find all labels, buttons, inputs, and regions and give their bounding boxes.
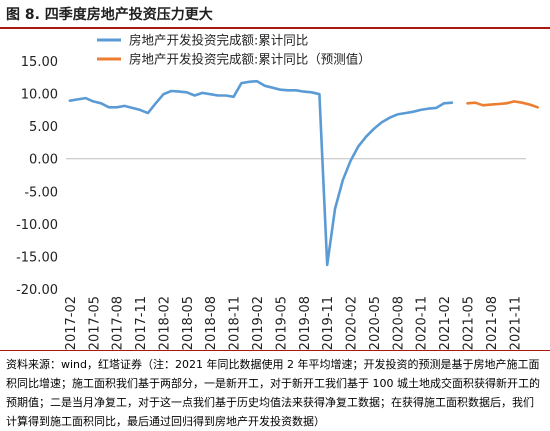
x-tick-label: 2017-02	[64, 296, 79, 350]
x-tick-label: 2020-02	[345, 296, 360, 350]
x-tick-label: 2021-02	[438, 296, 453, 350]
x-tick-label: 2021-05	[462, 296, 477, 350]
y-tick-label: 0.00	[29, 153, 58, 168]
x-tick-label: 2021-08	[485, 296, 500, 350]
x-tick-label: 2020-05	[368, 296, 383, 350]
x-tick-label: 2017-11	[134, 296, 149, 350]
x-tick-label: 2018-05	[181, 296, 196, 350]
y-tick-label: -15.00	[16, 250, 58, 265]
y-tick-label: -5.00	[24, 185, 58, 200]
y-tick-label: 15.00	[21, 55, 58, 70]
y-tick-label: -20.00	[16, 283, 58, 298]
x-tick-label: 2018-11	[228, 296, 243, 350]
x-tick-label: 2017-08	[111, 296, 126, 350]
x-tick-label: 2020-08	[391, 296, 406, 350]
series-line-1	[68, 79, 454, 267]
source-note: 资料来源：wind，红塔证券（注：2021 年同比数据使用 2 年平均增速；开发…	[6, 358, 540, 428]
line-chart: 15.00 10.00 5.00 0.00 -5.00 -10.00 -15.00 -20.0…	[16, 33, 540, 350]
x-tick-label: 2019-08	[298, 296, 313, 350]
figure-title: 图 8. 四季度房地产投资压力更大	[6, 7, 213, 23]
x-tick-label: 2020-11	[415, 296, 430, 350]
legend-label-1: 房地产开发投资完成额:累计同比	[129, 33, 308, 48]
x-tick-label: 2019-05	[274, 296, 289, 350]
source-rule	[0, 350, 550, 351]
x-tick-label: 2018-08	[204, 296, 219, 350]
x-tick-label: 2018-02	[157, 296, 172, 350]
x-tick-label: 2021-11	[508, 296, 523, 350]
x-axis-ticks: 2017-02 2017-05 2017-08 2017-11 2018-02 2018-…	[64, 296, 523, 350]
series-layer	[68, 79, 540, 267]
title-rule	[0, 27, 550, 29]
x-tick-label: 2019-02	[251, 296, 266, 350]
x-tick-label: 2019-11	[321, 296, 336, 350]
legend-label-2: 房地产开发投资完成额:累计同比（预测值）	[129, 52, 371, 67]
y-tick-label: 5.00	[29, 120, 58, 135]
y-tick-label: 10.00	[21, 88, 58, 103]
x-tick-label: 2017-05	[87, 296, 102, 350]
figure-header: 图 8. 四季度房地产投资压力更大	[0, 0, 550, 29]
y-tick-label: -10.00	[16, 218, 58, 233]
series-line-2	[466, 100, 540, 109]
y-axis-ticks: 15.00 10.00 5.00 0.00 -5.00 -10.00 -15.00 -20.0…	[16, 55, 58, 298]
